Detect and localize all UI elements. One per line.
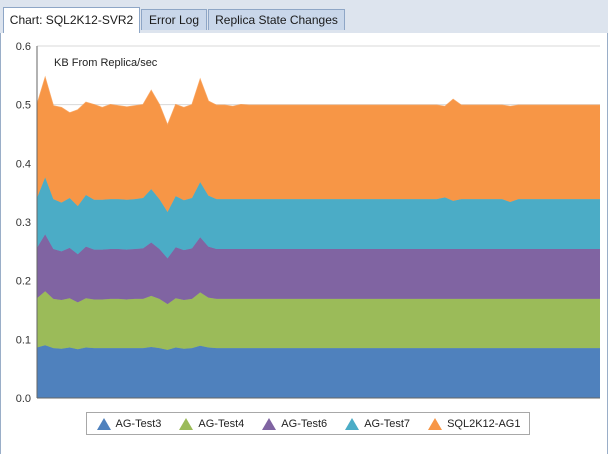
axes: 0.0 0.1 0.2 0.3 0.4 0.5 0.6 bbox=[16, 41, 600, 405]
tab-chart[interactable]: Chart: SQL2K12-SVR2 bbox=[3, 7, 140, 34]
legend-item: AG-Test3 bbox=[96, 417, 162, 431]
area-series-edge-4 bbox=[36, 75, 600, 127]
legend-item: AG-Test7 bbox=[344, 417, 410, 431]
legend-label: AG-Test4 bbox=[198, 417, 245, 430]
area-series-0 bbox=[37, 345, 600, 398]
tab-error-log[interactable]: Error Log bbox=[141, 9, 207, 30]
legend-label: AG-Test7 bbox=[364, 417, 411, 430]
area-series-2 bbox=[37, 234, 600, 305]
y-tick-label: 0.4 bbox=[16, 158, 31, 170]
legend-item: AG-Test6 bbox=[261, 417, 327, 431]
legend-label: AG-Test3 bbox=[115, 417, 162, 430]
y-tick-label: 0.1 bbox=[16, 334, 31, 346]
area-series-1 bbox=[37, 291, 600, 350]
legend-triangle-icon bbox=[428, 417, 443, 430]
legend-triangle-icon bbox=[96, 417, 111, 430]
legend-triangle-icon bbox=[345, 417, 360, 430]
legend-triangle-icon bbox=[262, 417, 277, 430]
legend: AG-Test3 AG-Test4 AG-Test6 AG-Test7 SQL2K12-… bbox=[86, 412, 530, 435]
y-tick-label: 0.5 bbox=[16, 100, 31, 112]
y-tick-label: 0.2 bbox=[16, 276, 31, 288]
y-tick-label: 0.3 bbox=[16, 217, 31, 229]
legend-item: SQL2K12-AG1 bbox=[427, 417, 520, 431]
y-tick-label: 0.6 bbox=[16, 41, 31, 53]
area-series-edge-2 bbox=[36, 233, 600, 260]
series-areas bbox=[36, 75, 600, 398]
tab-bar: Chart: SQL2K12-SVR2 Error Log Replica St… bbox=[0, 0, 608, 34]
legend-triangle-icon bbox=[179, 417, 194, 430]
chart-title: KB From Replica/sec bbox=[54, 57, 158, 69]
area-series-4 bbox=[37, 77, 600, 213]
legend-label: AG-Test6 bbox=[281, 417, 328, 430]
y-tick-label: 0.0 bbox=[16, 393, 31, 405]
legend-item: AG-Test4 bbox=[178, 417, 244, 431]
legend-label: SQL2K12-AG1 bbox=[447, 417, 521, 430]
tab-replica-state-changes[interactable]: Replica State Changes bbox=[208, 9, 345, 30]
